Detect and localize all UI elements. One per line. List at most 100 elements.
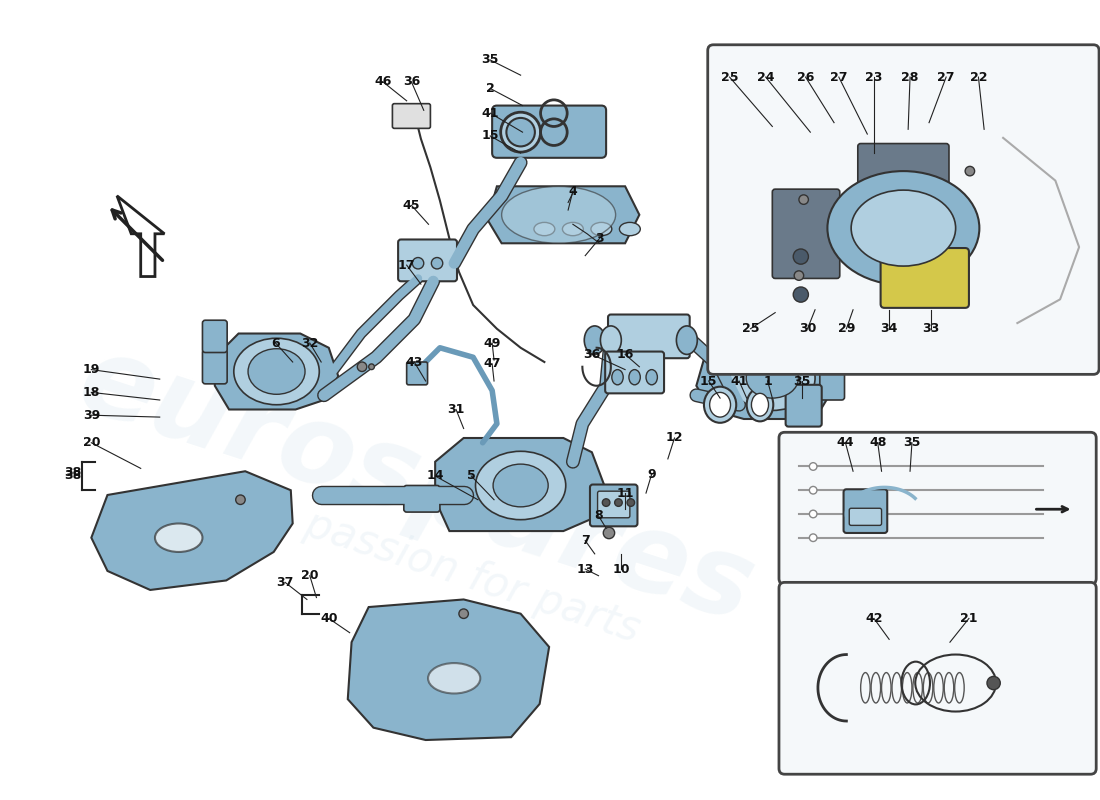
Text: 19: 19 bbox=[82, 363, 100, 376]
Circle shape bbox=[810, 534, 817, 542]
Polygon shape bbox=[348, 599, 549, 740]
Ellipse shape bbox=[710, 393, 730, 417]
Polygon shape bbox=[91, 471, 293, 590]
Text: 15: 15 bbox=[482, 130, 499, 142]
Text: 38: 38 bbox=[64, 470, 81, 482]
Text: 4: 4 bbox=[569, 185, 578, 198]
Polygon shape bbox=[436, 438, 606, 531]
Text: 27: 27 bbox=[937, 70, 955, 83]
FancyBboxPatch shape bbox=[404, 486, 440, 512]
FancyBboxPatch shape bbox=[858, 143, 949, 195]
Ellipse shape bbox=[506, 118, 535, 146]
Polygon shape bbox=[487, 186, 639, 243]
Text: 37: 37 bbox=[276, 576, 294, 589]
Text: 27: 27 bbox=[830, 70, 848, 83]
FancyBboxPatch shape bbox=[492, 106, 606, 158]
Text: 8: 8 bbox=[594, 510, 603, 522]
Text: 20: 20 bbox=[301, 570, 319, 582]
Text: 14: 14 bbox=[427, 470, 444, 482]
Text: 42: 42 bbox=[866, 612, 882, 625]
Ellipse shape bbox=[500, 112, 540, 152]
FancyBboxPatch shape bbox=[398, 239, 456, 282]
FancyBboxPatch shape bbox=[608, 314, 690, 358]
Text: 6: 6 bbox=[272, 337, 279, 350]
Ellipse shape bbox=[234, 338, 319, 405]
FancyBboxPatch shape bbox=[202, 320, 228, 353]
Circle shape bbox=[603, 498, 609, 506]
Polygon shape bbox=[696, 338, 829, 419]
Text: 49: 49 bbox=[484, 337, 500, 350]
Circle shape bbox=[794, 271, 804, 280]
Text: 35: 35 bbox=[793, 374, 811, 387]
Text: 39: 39 bbox=[82, 409, 100, 422]
Text: a passion for parts: a passion for parts bbox=[263, 491, 646, 651]
Text: 40: 40 bbox=[320, 612, 338, 625]
Ellipse shape bbox=[747, 388, 773, 422]
Ellipse shape bbox=[155, 523, 202, 552]
Circle shape bbox=[358, 362, 366, 371]
Ellipse shape bbox=[601, 326, 621, 354]
Circle shape bbox=[810, 486, 817, 494]
Text: 38: 38 bbox=[64, 466, 81, 478]
Ellipse shape bbox=[612, 370, 624, 385]
Text: 16: 16 bbox=[616, 348, 634, 361]
FancyBboxPatch shape bbox=[881, 248, 969, 308]
FancyBboxPatch shape bbox=[820, 368, 845, 400]
Text: 31: 31 bbox=[448, 403, 464, 416]
Text: 3: 3 bbox=[595, 232, 604, 245]
Text: 2: 2 bbox=[486, 82, 495, 95]
FancyBboxPatch shape bbox=[707, 45, 1099, 374]
Text: 25: 25 bbox=[741, 322, 759, 335]
Text: 10: 10 bbox=[613, 562, 630, 575]
Text: 43: 43 bbox=[406, 355, 422, 369]
Ellipse shape bbox=[751, 394, 769, 416]
FancyBboxPatch shape bbox=[590, 485, 638, 526]
Text: 17: 17 bbox=[398, 258, 416, 272]
Text: eurospares: eurospares bbox=[66, 326, 767, 645]
Ellipse shape bbox=[502, 186, 616, 243]
Text: 18: 18 bbox=[82, 386, 100, 399]
Text: 13: 13 bbox=[576, 562, 594, 575]
FancyBboxPatch shape bbox=[772, 189, 839, 278]
FancyBboxPatch shape bbox=[407, 362, 428, 385]
FancyBboxPatch shape bbox=[849, 508, 881, 526]
Text: 32: 32 bbox=[301, 337, 319, 350]
Text: 11: 11 bbox=[616, 486, 634, 499]
Text: 36: 36 bbox=[403, 75, 420, 88]
Circle shape bbox=[615, 498, 623, 506]
Text: 47: 47 bbox=[483, 358, 500, 370]
Circle shape bbox=[793, 249, 808, 264]
Text: 48: 48 bbox=[869, 436, 887, 450]
Text: 45: 45 bbox=[403, 198, 420, 212]
Circle shape bbox=[603, 527, 615, 538]
FancyBboxPatch shape bbox=[779, 582, 1097, 774]
Text: 33: 33 bbox=[922, 322, 939, 335]
FancyBboxPatch shape bbox=[820, 335, 845, 368]
Circle shape bbox=[627, 498, 635, 506]
Ellipse shape bbox=[646, 370, 658, 385]
Text: 15: 15 bbox=[700, 374, 717, 387]
Circle shape bbox=[235, 495, 245, 505]
FancyBboxPatch shape bbox=[393, 104, 430, 128]
FancyBboxPatch shape bbox=[779, 432, 1097, 584]
Ellipse shape bbox=[493, 464, 548, 507]
Circle shape bbox=[810, 510, 817, 518]
Circle shape bbox=[799, 195, 808, 204]
Ellipse shape bbox=[428, 663, 481, 694]
Circle shape bbox=[793, 287, 808, 302]
Ellipse shape bbox=[619, 222, 640, 236]
FancyBboxPatch shape bbox=[844, 490, 888, 533]
Text: 34: 34 bbox=[880, 322, 898, 335]
Circle shape bbox=[810, 462, 817, 470]
Circle shape bbox=[431, 258, 443, 269]
Ellipse shape bbox=[591, 222, 612, 236]
Text: 12: 12 bbox=[666, 431, 683, 445]
Text: 25: 25 bbox=[720, 70, 738, 83]
FancyBboxPatch shape bbox=[202, 350, 228, 384]
Ellipse shape bbox=[827, 171, 979, 285]
Ellipse shape bbox=[629, 370, 640, 385]
Text: 21: 21 bbox=[960, 612, 978, 625]
Circle shape bbox=[459, 609, 469, 618]
Ellipse shape bbox=[851, 190, 956, 266]
Text: 5: 5 bbox=[466, 470, 475, 482]
